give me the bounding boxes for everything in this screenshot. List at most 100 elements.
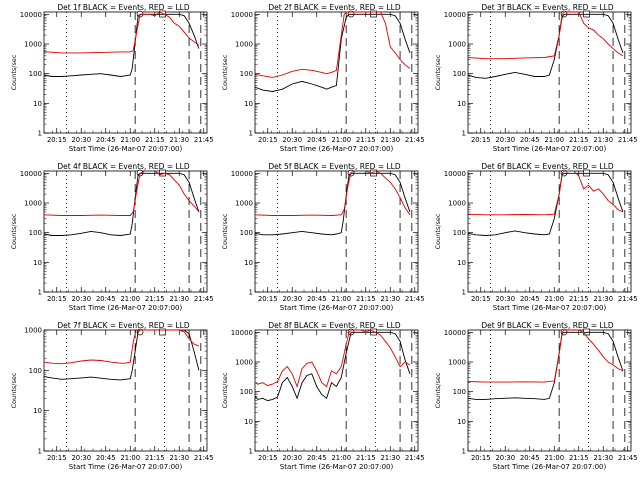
x-tick-label: 21:45 xyxy=(405,295,425,303)
x-axis-label: Start Time (26-Mar-07 20:07:00) xyxy=(69,145,183,153)
y-tick-label: 10000 xyxy=(444,11,466,19)
series-group xyxy=(44,330,200,381)
x-tick-label: 21:00 xyxy=(331,295,351,303)
x-tick-label: 20:30 xyxy=(71,454,91,462)
x-tick-label: 20:15 xyxy=(471,136,491,144)
x-tick-label: 21:30 xyxy=(593,136,613,144)
panel-title: Det 5f BLACK = Events, RED = LLD xyxy=(268,162,401,171)
series-group xyxy=(468,171,624,236)
x-tick-label: 21:15 xyxy=(356,295,376,303)
y-axis-label: Counts/sec xyxy=(10,213,18,249)
y-tick-label: 10 xyxy=(244,259,253,267)
series-line-events xyxy=(44,13,200,77)
x-tick-label: 20:45 xyxy=(96,295,116,303)
panel-det-1f: Det 1f BLACK = Events, RED = LLD 1 10 100 10… xyxy=(10,3,214,153)
panel-det-6f: Det 6f BLACK = Events, RED = LLD 1 10 100 10… xyxy=(434,162,638,312)
x-tick-label: 20:15 xyxy=(258,295,278,303)
series-group xyxy=(255,330,411,402)
y-tick-label: 1000 xyxy=(24,200,42,208)
series-line-lld xyxy=(44,171,200,216)
panel-title: Det 6f BLACK = Events, RED = LLD xyxy=(481,162,614,171)
y-tick-label: 10 xyxy=(33,407,42,415)
y-tick-label: 1000 xyxy=(448,359,466,367)
x-tick-label: 21:00 xyxy=(544,295,564,303)
y-tick-label: 1 xyxy=(38,448,42,456)
series-line-lld xyxy=(255,171,411,216)
x-tick-label: 21:30 xyxy=(169,454,189,462)
y-tick-label: 1 xyxy=(462,130,466,138)
x-tick-label: 21:00 xyxy=(544,136,564,144)
panel-title: Det 8f BLACK = Events, RED = LLD xyxy=(268,321,401,330)
x-tick-label: 20:30 xyxy=(282,136,302,144)
series-line-lld xyxy=(44,12,200,54)
y-tick-label: 10 xyxy=(457,100,466,108)
panel-title: Det 2f BLACK = Events, RED = LLD xyxy=(268,3,401,12)
plot-frame xyxy=(43,329,208,452)
series-line-events xyxy=(44,330,200,381)
y-tick-label: 1000 xyxy=(24,327,42,335)
y-tick-label: 10 xyxy=(457,418,466,426)
x-axis-label: Start Time (26-Mar-07 20:07:00) xyxy=(69,463,183,471)
x-tick-label: 20:15 xyxy=(258,136,278,144)
marker-circle xyxy=(136,328,144,336)
x-tick-label: 21:00 xyxy=(544,454,564,462)
y-tick-label: 10000 xyxy=(231,329,253,337)
y-tick-label: 1 xyxy=(249,448,253,456)
y-tick-label: 1000 xyxy=(24,41,42,49)
x-tick-label: 20:45 xyxy=(96,136,116,144)
panel-det-3f: Det 3f BLACK = Events, RED = LLD 1 10 100 10… xyxy=(434,3,638,153)
x-tick-label: 21:00 xyxy=(331,454,351,462)
panel-det-9f: Det 9f BLACK = Events, RED = LLD 1 10 100 10… xyxy=(434,321,638,471)
x-tick-label: 21:15 xyxy=(145,295,165,303)
x-tick-label: 20:15 xyxy=(47,454,67,462)
x-tick-label: 20:30 xyxy=(71,136,91,144)
x-tick-label: 21:15 xyxy=(145,136,165,144)
y-axis-label: Counts/sec xyxy=(434,213,442,249)
y-tick-label: 1 xyxy=(38,130,42,138)
x-tick-label: 21:15 xyxy=(569,136,589,144)
series-line-lld xyxy=(468,330,624,383)
series-line-lld xyxy=(255,330,411,388)
y-tick-label: 10000 xyxy=(20,170,42,178)
y-axis-label: Counts/sec xyxy=(434,54,442,90)
series-line-lld xyxy=(44,330,200,365)
x-tick-label: 20:30 xyxy=(495,454,515,462)
panel-det-5f: Det 5f BLACK = Events, RED = LLD 1 10 100 10… xyxy=(221,162,425,312)
x-tick-label: 21:30 xyxy=(593,295,613,303)
y-tick-label: 1000 xyxy=(448,41,466,49)
y-tick-label: 10000 xyxy=(444,170,466,178)
panel-det-7f: Det 7f BLACK = Events, RED = LLD 1 10 100 10… xyxy=(10,321,214,471)
y-tick-label: 1000 xyxy=(235,200,253,208)
y-tick-label: 10000 xyxy=(20,11,42,19)
series-line-lld xyxy=(468,12,624,60)
series-group xyxy=(468,12,624,79)
y-tick-label: 10000 xyxy=(444,329,466,337)
plot-frame xyxy=(254,11,419,134)
y-tick-label: 10 xyxy=(33,259,42,267)
y-tick-label: 100 xyxy=(453,388,466,396)
panel-det-8f: Det 8f BLACK = Events, RED = LLD 1 10 100 10… xyxy=(221,321,425,471)
y-tick-label: 1000 xyxy=(448,200,466,208)
series-group xyxy=(44,171,200,236)
series-group xyxy=(468,330,624,400)
x-tick-label: 21:30 xyxy=(169,136,189,144)
x-axis-label: Start Time (26-Mar-07 20:07:00) xyxy=(280,145,394,153)
x-tick-label: 21:15 xyxy=(356,454,376,462)
x-tick-label: 21:45 xyxy=(405,136,425,144)
x-tick-label: 21:15 xyxy=(145,454,165,462)
x-tick-label: 21:30 xyxy=(380,295,400,303)
y-tick-label: 1 xyxy=(462,289,466,297)
panel-title: Det 7f BLACK = Events, RED = LLD xyxy=(57,321,190,330)
series-group xyxy=(255,171,411,236)
x-axis-label: Start Time (26-Mar-07 20:07:00) xyxy=(493,463,607,471)
x-tick-label: 21:30 xyxy=(593,454,613,462)
x-tick-label: 21:45 xyxy=(194,136,214,144)
x-tick-label: 21:00 xyxy=(120,295,140,303)
x-tick-label: 20:45 xyxy=(520,136,540,144)
panel-title: Det 4f BLACK = Events, RED = LLD xyxy=(57,162,190,171)
series-line-events xyxy=(255,331,411,402)
x-tick-label: 20:45 xyxy=(307,295,327,303)
y-tick-label: 100 xyxy=(29,70,42,78)
y-tick-label: 100 xyxy=(240,70,253,78)
